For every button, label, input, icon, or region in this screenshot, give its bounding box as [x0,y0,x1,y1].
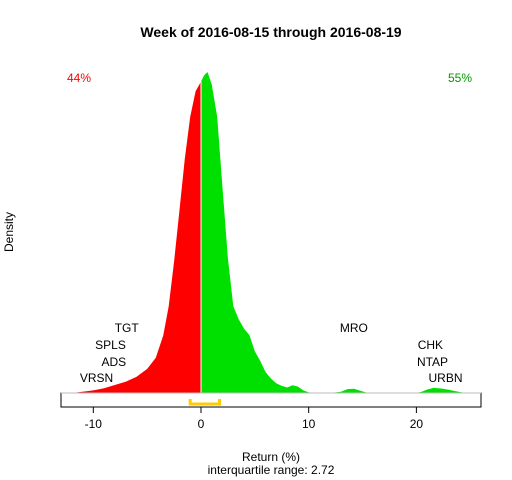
negative-return-area [71,81,201,393]
density-area [71,72,471,393]
ticker-label: URBN [428,371,462,385]
x-axis: -10 0 10 20 [85,406,424,431]
x-tick-label: 20 [410,417,424,431]
negative-share-label: 44% [67,71,91,85]
positive-share-label: 55% [448,71,472,85]
ticker-label: NTAP [417,355,448,369]
iqr-subtitle: interquartile range: 2.72 [208,463,335,477]
iqr-bracket [188,399,221,406]
ticker-annotations: TGT SPLS ADS VRSN MRO CHK NTAP URBN [80,321,463,385]
ticker-label: CHK [418,338,443,352]
y-axis-label: Density [2,212,16,252]
x-tick-label: 10 [302,417,316,431]
x-tick-label: -10 [85,417,103,431]
ticker-label: ADS [101,355,126,369]
ticker-label: VRSN [80,371,113,385]
chart-title: Week of 2016-08-15 through 2016-08-19 [140,24,401,40]
positive-return-area [201,72,471,393]
x-tick-label: 0 [198,417,205,431]
x-axis-label: Return (%) [242,450,300,464]
ticker-label: TGT [115,321,140,335]
iqr-bracket-mark [188,399,221,406]
ticker-label: SPLS [95,338,126,352]
ticker-label: MRO [340,321,368,335]
plot-frame [60,392,482,408]
